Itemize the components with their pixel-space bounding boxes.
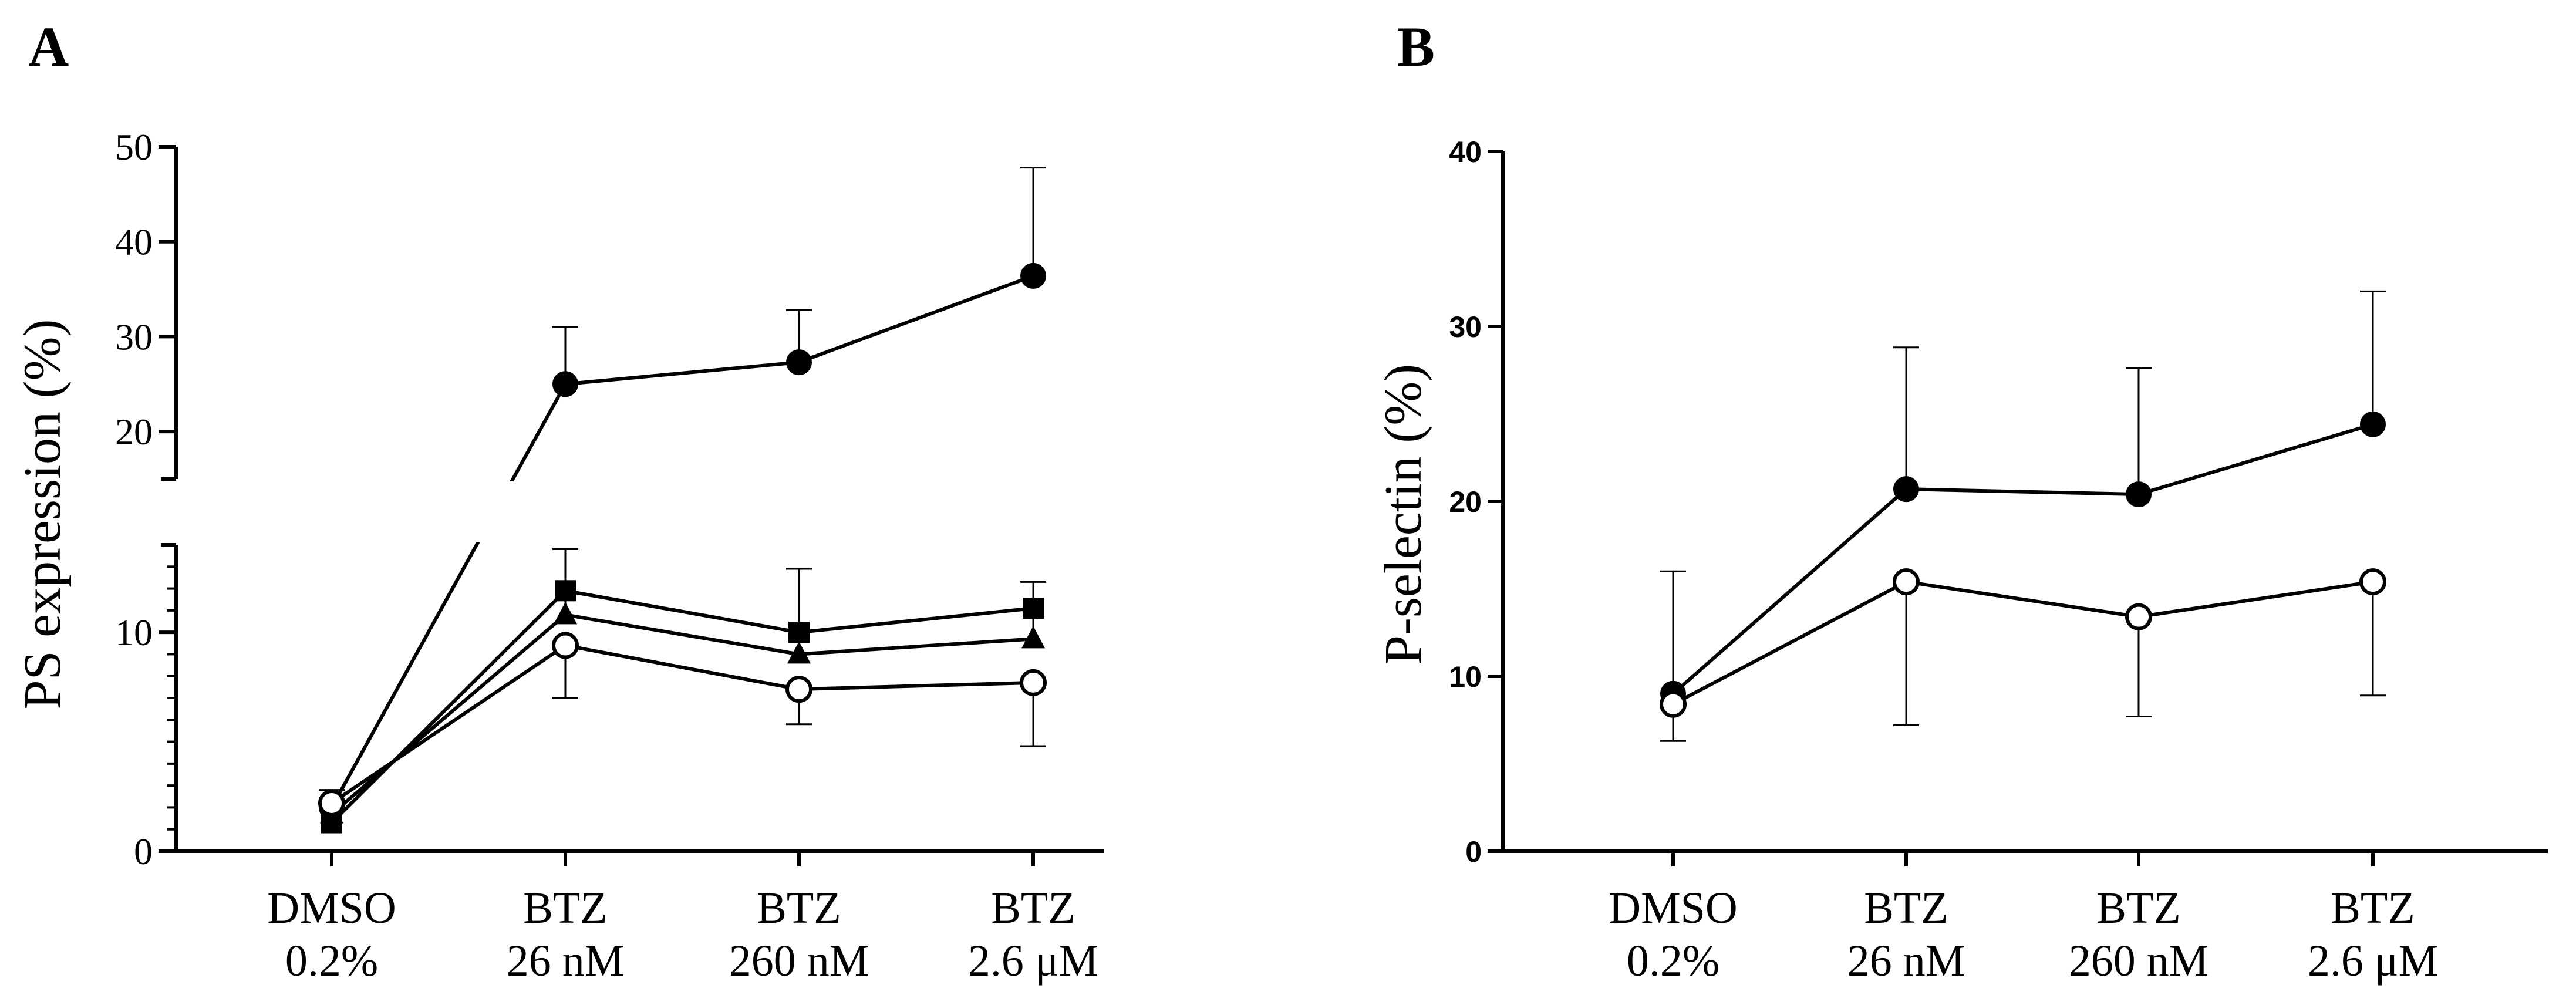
category-label-b-line2-1: 26 nM [1847,936,1965,986]
y-ticks-a: 0 10 20 30 40 50 [115,126,176,872]
series-line-a-0 [330,274,1034,808]
y-tick-label-0: 0 [134,831,153,872]
data-point-b-s1-p3 [2359,568,2386,596]
category-label-b-line2-2: 260 nM [2069,936,2209,986]
data-point-a-s3-p3 [1020,669,1047,696]
y-tick-label-4: 40 [115,221,153,263]
series-line-a-2 [331,613,1034,815]
data-point-b-s1-p1 [1893,568,1920,596]
error-bar-b-s1-p3 [2360,582,2386,697]
y-axis-label-b: P-selectin (%) [1374,364,1432,665]
category-label-a-line1-0: DMSO [267,883,396,933]
category-label-a-line2-3: 2.6 μM [968,936,1098,986]
error-bar-b-s1-p1 [1893,582,1919,726]
series-line-b-0 [1672,423,2373,696]
error-bar-b-s0-p1 [1893,346,1919,490]
category-label-b-line1-1: BTZ [1864,883,1948,933]
panel-letter-a: A [28,15,69,78]
category-label-a-line2-1: 26 nM [507,936,625,986]
data-point-a-s1-p1 [555,580,576,602]
y-tick-label-1: 10 [115,612,153,653]
data-point-a-s1-p2 [788,622,810,643]
data-point-a-s2-p3 [1021,626,1045,649]
data-point-a-s3-p0 [318,789,345,817]
data-points-b [1660,411,2386,718]
panel-letter-b: B [1397,15,1435,78]
data-point-a-s0-p3 [1020,262,1046,289]
series-lines-b [1672,423,2373,706]
y-tick-label-5: 50 [115,126,153,168]
y-tick-label-0: 0 [1465,835,1482,868]
y-tick-label-3: 30 [1449,311,1482,343]
data-point-a-s2-p1 [554,602,577,625]
category-label-b-line1-2: BTZ [2096,883,2181,933]
category-label-a-line2-2: 260 nM [729,936,869,986]
axes-a [161,147,1104,866]
category-label-b-line1-0: DMSO [1609,883,1738,933]
data-point-a-s3-p1 [552,632,579,659]
category-label-b-line2-3: 2.6 μM [2308,936,2438,986]
y-axis-label-a: PS expression (%) [14,319,72,710]
data-point-a-s0-p2 [786,349,812,376]
axis-break-gap [180,481,1107,542]
data-point-b-s0-p3 [2360,411,2386,437]
y-tick-label-3: 30 [115,316,153,358]
data-points-a [318,262,1047,834]
error-bars-b [1660,290,2386,742]
error-bar-b-s0-p3 [2360,290,2386,424]
category-label-a-line1-1: BTZ [523,883,608,933]
data-point-b-s0-p2 [2126,481,2152,508]
category-label-b-line1-3: BTZ [2331,883,2415,933]
y-tick-label-2: 20 [1449,485,1482,518]
data-point-a-s3-p2 [785,676,812,703]
category-label-a-line2-0: 0.2% [285,936,378,986]
data-point-b-s1-p2 [2125,603,2152,630]
data-point-b-s0-p1 [1893,476,1919,502]
y-tick-label-4: 40 [1449,136,1482,168]
error-bar-b-s1-p2 [2126,616,2152,718]
series-line-a-1 [330,589,1034,824]
error-bar-b-s0-p0 [1660,570,1686,694]
data-point-a-s2-p2 [787,641,811,664]
series-line-a-3 [331,643,1034,805]
data-point-a-s0-p1 [552,371,578,397]
series-lines-a [180,274,1107,824]
category-label-b-line2-0: 0.2% [1627,936,1719,986]
data-point-a-s1-p3 [1023,598,1044,619]
y-tick-label-1: 10 [1449,660,1482,693]
y-tick-label-2: 20 [115,411,153,453]
data-point-b-s1-p0 [1660,690,1687,718]
error-bar-a-s0-p3 [1020,167,1046,276]
series-line-b-1 [1672,579,2373,706]
y-ticks-b: 0 10 20 30 40 [1449,136,1503,868]
category-label-a-line1-2: BTZ [757,883,841,933]
category-label-a-line1-3: BTZ [991,883,1075,933]
error-bar-b-s0-p2 [2126,367,2152,495]
panel-a: A PS expression (%) 0 10 20 30 40 50 DMSO0.2%… [14,15,1107,986]
axes-b [1501,151,2548,866]
